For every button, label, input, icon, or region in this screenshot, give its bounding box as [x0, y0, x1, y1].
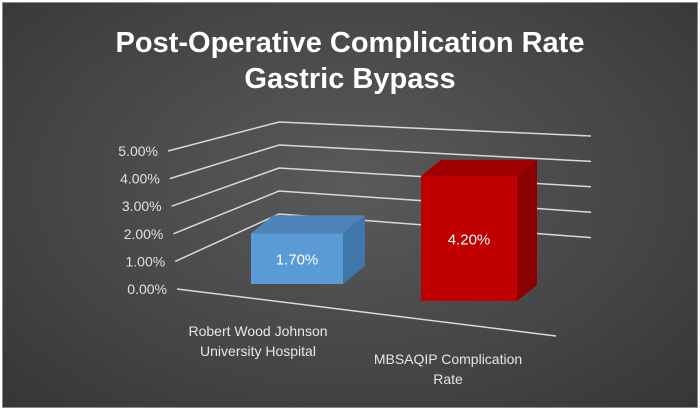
- title-line-2: Gastric Bypass: [244, 63, 456, 95]
- category-label-0: Robert Wood Johnson University Hospital: [163, 321, 353, 361]
- y-tick-label-0: 0.00%: [127, 281, 167, 297]
- gridline-0: [176, 288, 557, 337]
- chart-title: Post-Operative Complication Rate Gastric…: [3, 25, 697, 97]
- y-tick-label-2: 2.00%: [124, 226, 164, 242]
- data-label-0: 1.70%: [276, 252, 319, 269]
- y-tick-label-1: 1.00%: [125, 253, 165, 269]
- bar-top-1: [421, 159, 537, 176]
- y-tick-label-5: 5.00%: [118, 143, 158, 159]
- data-label-1: 4.20%: [448, 231, 491, 248]
- category-label-1: MBSAQIP Complication Rate: [353, 349, 543, 389]
- category-label-1-line-1: MBSAQIP Complication: [373, 351, 523, 367]
- bar-1: [421, 175, 517, 301]
- plot-area: 0.00% 1.00% 2.00% 3.00% 4.00% 5.00% 1.70% 4.20%: [118, 121, 592, 337]
- bar-top-0: [251, 215, 365, 234]
- category-label-1-line-2: Rate: [433, 371, 463, 387]
- bar-side-0: [343, 215, 365, 284]
- y-tick-label-4: 4.00%: [120, 171, 160, 187]
- bar-0: [251, 233, 343, 284]
- gridline-5: [167, 121, 592, 152]
- bar-side-1: [517, 159, 537, 301]
- y-tick-label-3: 3.00%: [122, 198, 162, 214]
- title-line-1: Post-Operative Complication Rate: [115, 27, 585, 59]
- category-label-0-line-1: Robert Wood Johnson: [188, 323, 328, 339]
- gridline-4: [169, 144, 592, 180]
- category-label-0-line-2: University Hospital: [200, 343, 316, 359]
